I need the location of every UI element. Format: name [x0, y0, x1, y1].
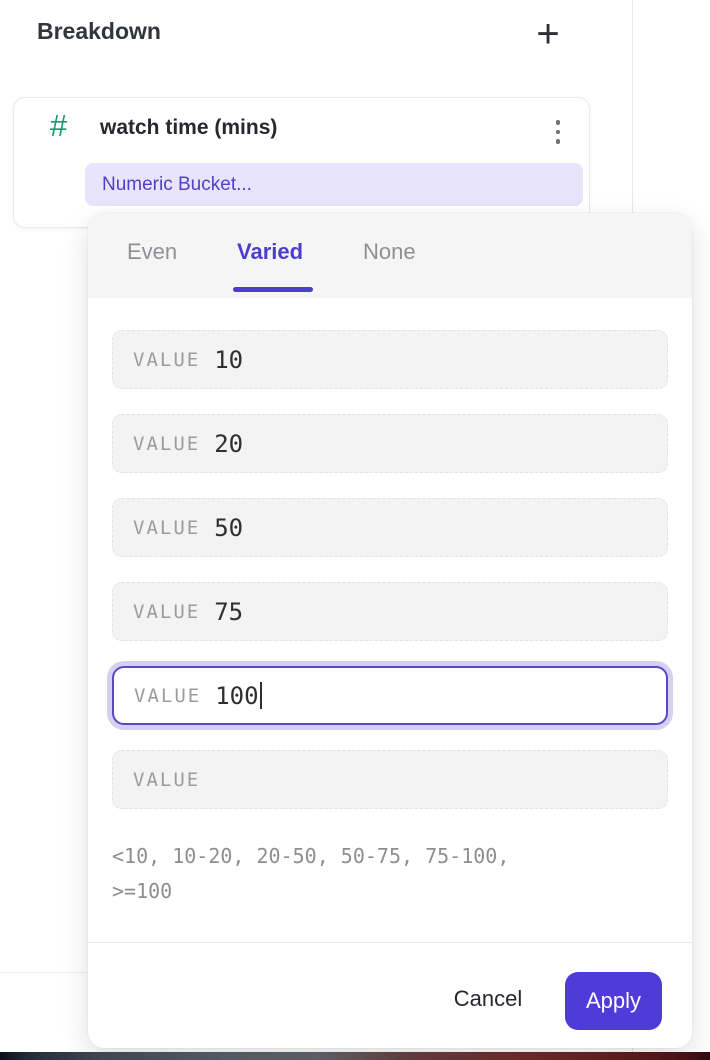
- numeric-bucket-popup: Even Varied None VALUE 10 VALUE 20 VALUE…: [88, 213, 692, 1048]
- value-text: 75: [214, 597, 244, 626]
- apply-button-label: Apply: [585, 988, 642, 1013]
- tab-none[interactable]: None: [363, 239, 416, 264]
- add-breakdown-button[interactable]: +: [526, 12, 570, 56]
- value-label: VALUE: [133, 432, 201, 455]
- apply-button[interactable]: Apply: [565, 972, 662, 1030]
- value-label: VALUE: [134, 684, 202, 707]
- breakdown-property-card: # watch time (mins) Numeric Bucket...: [13, 97, 590, 228]
- text-cursor: [259, 682, 262, 709]
- numeric-bucket-label: Numeric Bucket...: [102, 173, 252, 195]
- numeric-property-icon: #: [50, 108, 68, 143]
- numeric-bucket-dropdown[interactable]: Numeric Bucket...: [85, 163, 583, 206]
- bucket-preview-line1: <10, 10-20, 20-50, 50-75, 75-100,: [112, 844, 510, 868]
- kebab-menu-icon[interactable]: [540, 110, 576, 154]
- bucket-value-input-5-focused[interactable]: VALUE 100: [112, 666, 668, 725]
- bucket-preview-line2: >=100: [112, 879, 173, 903]
- bucket-value-input-1[interactable]: VALUE 10: [112, 330, 668, 389]
- value-label: VALUE: [133, 516, 201, 539]
- value-text: 10: [214, 345, 244, 374]
- chart-edge-strip: [0, 1052, 710, 1060]
- plus-icon: +: [536, 12, 560, 56]
- bucket-value-input-4[interactable]: VALUE 75: [112, 582, 668, 641]
- section-title: Breakdown: [37, 18, 161, 44]
- panel-horizontal-divider: [0, 972, 90, 973]
- bucket-value-input-6[interactable]: VALUE: [112, 750, 668, 809]
- property-name: watch time (mins): [100, 116, 278, 139]
- active-tab-underline: [233, 287, 313, 292]
- popup-footer-divider: [88, 942, 692, 943]
- cancel-button[interactable]: Cancel: [453, 986, 523, 1011]
- tab-varied[interactable]: Varied: [237, 239, 304, 264]
- value-label: VALUE: [133, 348, 201, 371]
- bucket-preview-text: <10, 10-20, 20-50, 50-75, 75-100, >=100: [112, 839, 672, 909]
- value-label: VALUE: [133, 768, 201, 791]
- value-text: 100: [215, 681, 259, 710]
- tab-even[interactable]: Even: [127, 239, 178, 264]
- bucket-mode-tabs: Even Varied None: [88, 213, 692, 298]
- value-label: VALUE: [133, 600, 201, 623]
- value-text: 20: [214, 429, 244, 458]
- value-text: 50: [214, 513, 244, 542]
- bucket-value-input-3[interactable]: VALUE 50: [112, 498, 668, 557]
- bucket-value-input-2[interactable]: VALUE 20: [112, 414, 668, 473]
